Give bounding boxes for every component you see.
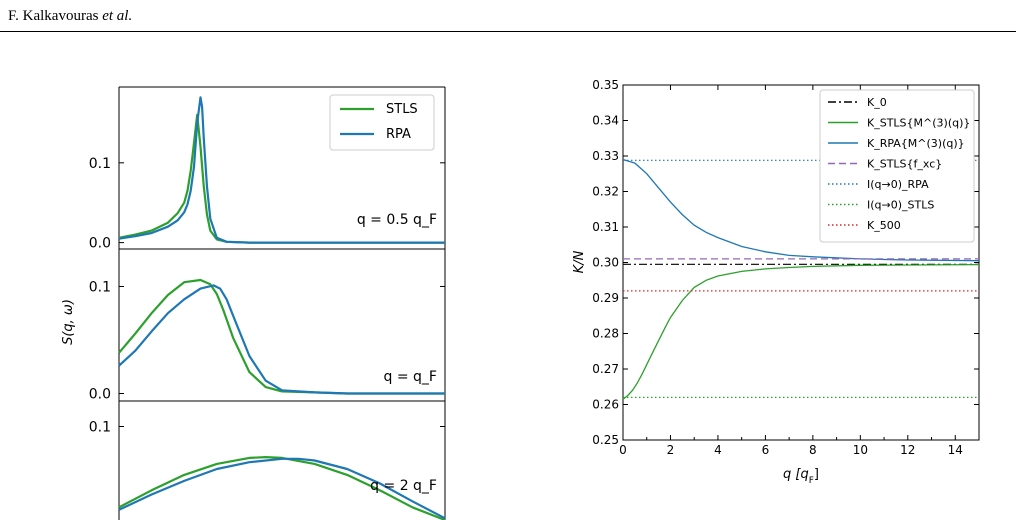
right-xtick-label-1: 2 [667, 443, 675, 457]
right-legend-items: K_0 K_STLS{M^(3)(q)} K_RPA{M^(3)(q)} K_STLS… [828, 96, 970, 232]
left-figure-s-q-omega: S(q, ω) 0.10.0q = 0.5 q_F0.10.0q = q_F0.… [61, 86, 446, 520]
right-legend-label-6: K_500 [867, 219, 901, 232]
right-xtick-label-4: 8 [809, 443, 817, 457]
right-series-1 [622, 263, 980, 400]
left-panels: 0.1 0.0 q = 0.5 q_F 0.1 0.0 q = q_F 0.1 q = 2 q… [89, 86, 446, 520]
right-series-2 [622, 158, 980, 262]
right-xtick-label-7: 14 [948, 443, 963, 457]
right-legend-box [819, 89, 975, 243]
right-ytick-label-5: 0.30 [592, 256, 619, 270]
panel-0-annotation: q = 0.5 q_F [357, 212, 437, 228]
right-ytick-label-3: 0.28 [592, 327, 619, 341]
right-ytick-label-8: 0.33 [592, 149, 619, 163]
panel-1-ytick-label-1: 0.0 [89, 387, 111, 403]
page-header: F. Kalkavouras et al. [0, 0, 1033, 40]
right-legend-label-2: K_RPA{M^(3)(q)} [867, 137, 965, 150]
running-header-author: F. Kalkavouras et al. [8, 8, 132, 25]
right-ytick-label-4: 0.29 [592, 291, 619, 305]
right-legend-label-3: K_STLS{f_xc} [867, 158, 942, 171]
panel-1-line-rpa [118, 284, 445, 395]
legend-label-stls: STLS [386, 102, 418, 117]
author-etal: et al. [102, 8, 133, 24]
right-ytick-label-10: 0.35 [592, 78, 619, 92]
right-figure-kinetic-energy: 0.25 0.26 0.27 0.28 0.29 0.30 0.31 0.32 0.33 0.34… [572, 78, 980, 486]
right-xtick-label-5: 10 [853, 443, 868, 457]
left-y-axis-label: S(q, ω) [61, 299, 76, 345]
right-legend-label-4: I(q→0)_RPA [867, 178, 929, 191]
right-legend: K_0 K_STLS{M^(3)(q)} K_RPA{M^(3)(q)} K_STLS… [819, 89, 975, 243]
legend-label-rpa: RPA [386, 127, 411, 142]
author-name: F. Kalkavouras [8, 8, 103, 24]
panel-2-line-stls [118, 456, 446, 520]
panel-1-ytick-label-0: 0.1 [89, 279, 111, 295]
right-x-axis-label: q [qF] [783, 467, 819, 486]
left-legend: STLS RPA [329, 94, 435, 151]
panel-2-annotation: q = 2 q_F [370, 478, 437, 494]
panel-2-line-rpa [118, 457, 446, 520]
right-xtick-label-2: 4 [714, 443, 722, 457]
right-legend-label-5: I(q→0)_STLS [867, 199, 934, 212]
right-ticks: 0.25 0.26 0.27 0.28 0.29 0.30 0.31 0.32 0.33 0.34… [592, 78, 979, 457]
panel-2-ytick-label-0: 0.1 [89, 420, 111, 436]
right-y-axis-label: K/N [572, 250, 587, 273]
right-xtick-label-3: 6 [762, 443, 770, 457]
panel-0-line-rpa [118, 96, 445, 244]
panel-1-annotation: q = q_F [384, 369, 437, 385]
panel-0-ytick-label-1: 0.0 [89, 236, 111, 252]
right-ytick-label-9: 0.34 [592, 114, 619, 128]
left-legend-box [329, 94, 435, 151]
right-legend-label-1: K_STLS{M^(3)(q)} [867, 117, 970, 130]
right-xtick-label-0: 0 [619, 443, 627, 457]
right-ytick-label-7: 0.32 [592, 185, 619, 199]
right-ytick-label-6: 0.31 [592, 220, 619, 234]
right-xtick-label-6: 12 [900, 443, 915, 457]
right-ytick-label-1: 0.26 [592, 398, 619, 412]
right-legend-label-0: K_0 [867, 96, 887, 109]
right-ytick-label-0: 0.25 [592, 433, 619, 447]
header-rule [0, 31, 1016, 32]
right-ytick-label-2: 0.27 [592, 362, 619, 376]
panel-0-ytick-label-0: 0.1 [89, 156, 111, 172]
